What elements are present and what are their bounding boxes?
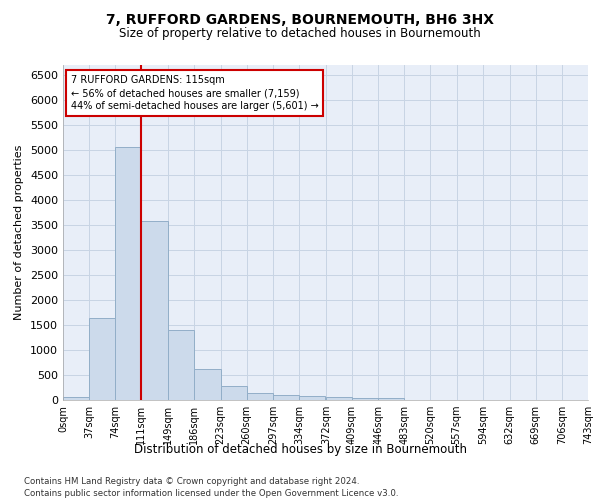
Y-axis label: Number of detached properties: Number of detached properties (14, 145, 25, 320)
Text: Contains public sector information licensed under the Open Government Licence v3: Contains public sector information licen… (24, 489, 398, 498)
Bar (63, 396, 89, 400)
Bar (221, 386, 247, 400)
Bar (89, 318, 115, 400)
Bar (194, 369, 221, 400)
Text: 7, RUFFORD GARDENS, BOURNEMOUTH, BH6 3HX: 7, RUFFORD GARDENS, BOURNEMOUTH, BH6 3HX (106, 12, 494, 26)
Bar (247, 393, 273, 400)
Bar (273, 395, 299, 400)
Bar (378, 398, 404, 400)
Bar (115, 147, 142, 400)
Text: Contains HM Land Registry data © Crown copyright and database right 2024.: Contains HM Land Registry data © Crown c… (24, 478, 359, 486)
Text: Size of property relative to detached houses in Bournemouth: Size of property relative to detached ho… (119, 28, 481, 40)
Text: 7 RUFFORD GARDENS: 115sqm
← 56% of detached houses are smaller (7,159)
44% of se: 7 RUFFORD GARDENS: 115sqm ← 56% of detac… (71, 75, 319, 112)
Bar (142, 221, 167, 400)
Bar (168, 330, 194, 400)
Bar (352, 398, 378, 400)
Text: Distribution of detached houses by size in Bournemouth: Distribution of detached houses by size … (133, 442, 467, 456)
Bar (326, 397, 352, 400)
Bar (299, 396, 325, 400)
